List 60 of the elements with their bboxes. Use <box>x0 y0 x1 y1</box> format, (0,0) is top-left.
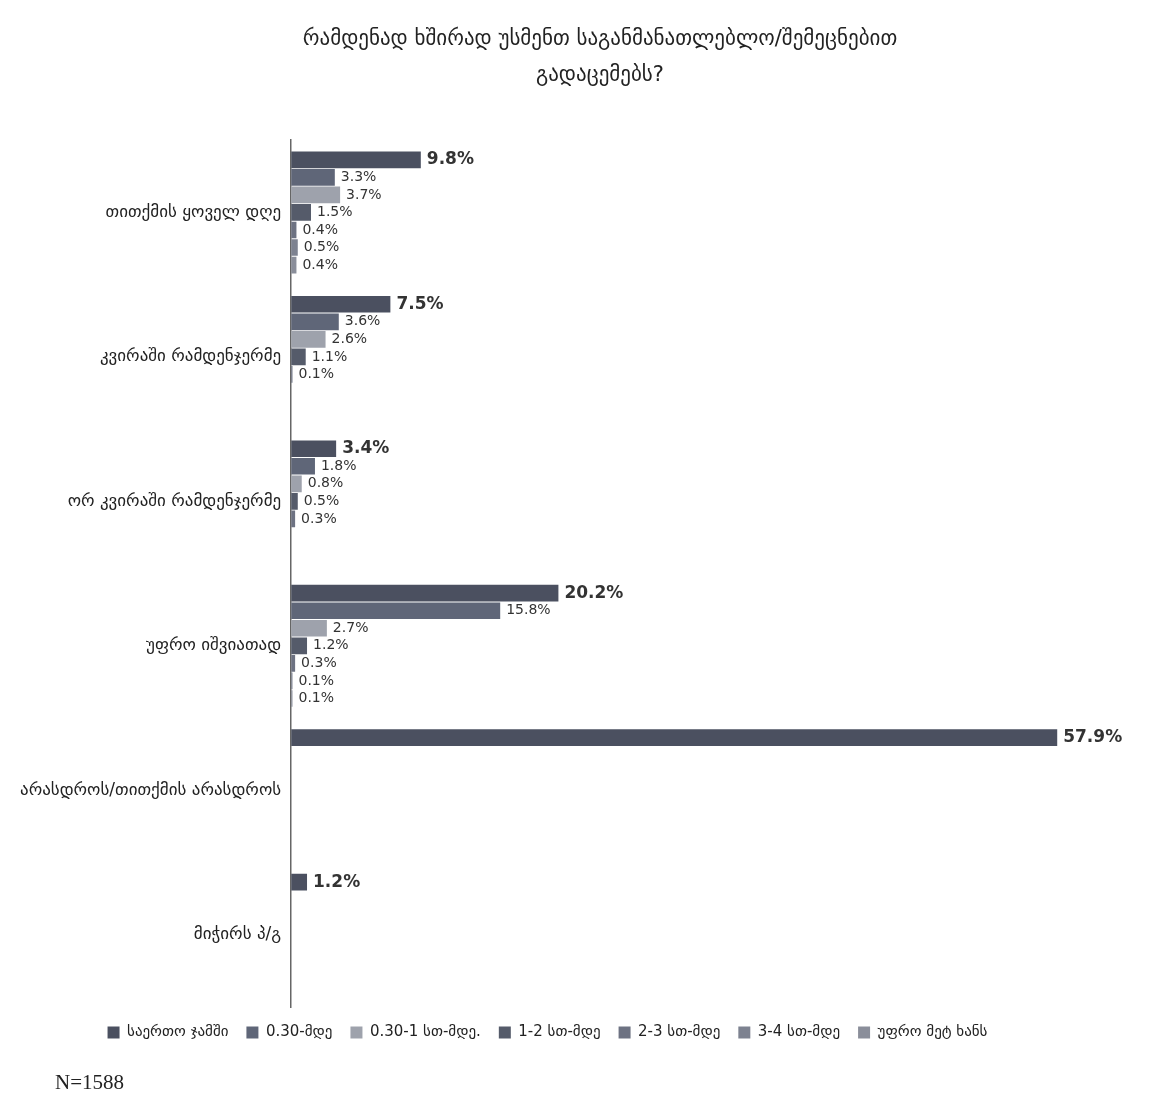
data-label: 0.3% <box>301 654 337 671</box>
bar <box>291 151 421 169</box>
legend-label: უფრო მეტ ხანს <box>877 1022 988 1041</box>
legend-label: 0.30-მდე <box>265 1022 333 1041</box>
bar <box>291 169 335 186</box>
data-label: 7.5% <box>396 292 444 313</box>
bar <box>291 440 337 458</box>
legend-label: 3-4 სთ-მდე <box>757 1022 841 1041</box>
y-tick-label: მიჭირს პ/გ <box>193 923 282 944</box>
bar <box>291 475 302 493</box>
bar <box>291 331 326 348</box>
data-label: 0.4% <box>302 255 339 272</box>
data-label: 2.6% <box>331 330 368 346</box>
data-label: 0.5% <box>303 492 340 509</box>
data-label: 1.1% <box>311 347 348 364</box>
bar <box>291 637 308 655</box>
data-label: 0.1% <box>298 689 335 706</box>
data-label: 1.2% <box>313 870 361 891</box>
data-label: 0.8% <box>307 474 344 491</box>
legend-label: 1-2 სთ-მდე <box>518 1022 601 1041</box>
data-label: 0.3% <box>301 509 337 526</box>
text: N=1588 <box>55 1070 125 1095</box>
data-label: 1.5% <box>317 203 353 220</box>
data-label: 1.2% <box>313 636 349 653</box>
bar <box>291 584 559 602</box>
data-label: 0.4% <box>302 220 339 237</box>
data-label: 2.7% <box>332 618 369 635</box>
bar <box>291 873 308 891</box>
data-label: 20.2% <box>564 581 624 602</box>
bar <box>291 295 391 313</box>
bar <box>291 313 339 331</box>
data-label: 3.3% <box>340 167 377 184</box>
bar <box>291 204 311 221</box>
bar <box>291 186 341 204</box>
bar <box>291 602 501 620</box>
bar <box>291 348 306 366</box>
data-label: 9.8% <box>426 148 474 169</box>
data-label: 3.7% <box>346 185 382 202</box>
bar <box>291 457 315 475</box>
y-tick-label: თითქმის ყოველ დღე <box>105 200 282 221</box>
legend-label: 2-3 სთ-მდე <box>638 1022 721 1041</box>
data-label: 3.4% <box>342 437 390 458</box>
data-label: 15.8% <box>506 601 551 618</box>
data-label: 3.6% <box>344 312 381 329</box>
y-tick-label: არასდროს/თითქმის არასდროს <box>19 778 282 799</box>
data-label: 1.8% <box>320 456 357 473</box>
bar <box>291 493 298 510</box>
bar <box>291 619 327 637</box>
chart-title: რამდენად ხშირად უსმენთ საგანმანათლებლო/შემეცნებით გადაცემებს? <box>301 25 899 88</box>
data-label: 0.1% <box>298 671 335 688</box>
y-tick-label: უფრო იშვიათად <box>146 634 282 655</box>
y-tick-label: კვირაში რამდენჯერმე <box>99 345 282 366</box>
legend-label: საერთო ჯამში <box>127 1022 229 1041</box>
data-label: 57.9% <box>1063 726 1123 747</box>
y-tick-label: ორ კვირაში რამდენჯერმე <box>67 489 282 510</box>
data-label: 0.5% <box>303 238 340 255</box>
bar <box>291 239 298 256</box>
bar <box>291 729 1058 747</box>
legend-label: 0.30-1 სთ-მდე. <box>369 1022 481 1041</box>
data-label: 0.1% <box>298 365 335 382</box>
